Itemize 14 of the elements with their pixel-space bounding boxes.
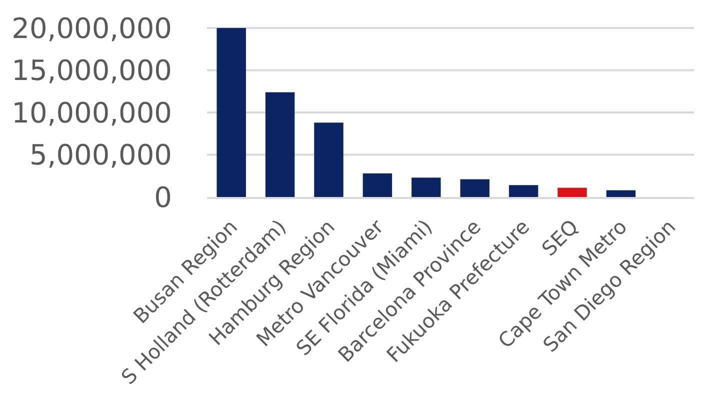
y-tick-label: 20,000,000 — [12, 12, 172, 45]
bar — [216, 28, 246, 197]
bar — [558, 188, 587, 197]
y-tick-label: 5,000,000 — [29, 138, 172, 172]
bar — [265, 92, 295, 197]
bar — [508, 185, 538, 197]
y-tick-label: 0 — [154, 180, 172, 214]
bar — [362, 173, 392, 197]
bar — [412, 178, 441, 197]
y-tick-label: 10,000,000 — [12, 96, 172, 130]
y-tick-label: 15,000,000 — [12, 54, 172, 88]
bar — [460, 179, 490, 197]
bar — [606, 190, 636, 197]
bar — [314, 122, 344, 197]
